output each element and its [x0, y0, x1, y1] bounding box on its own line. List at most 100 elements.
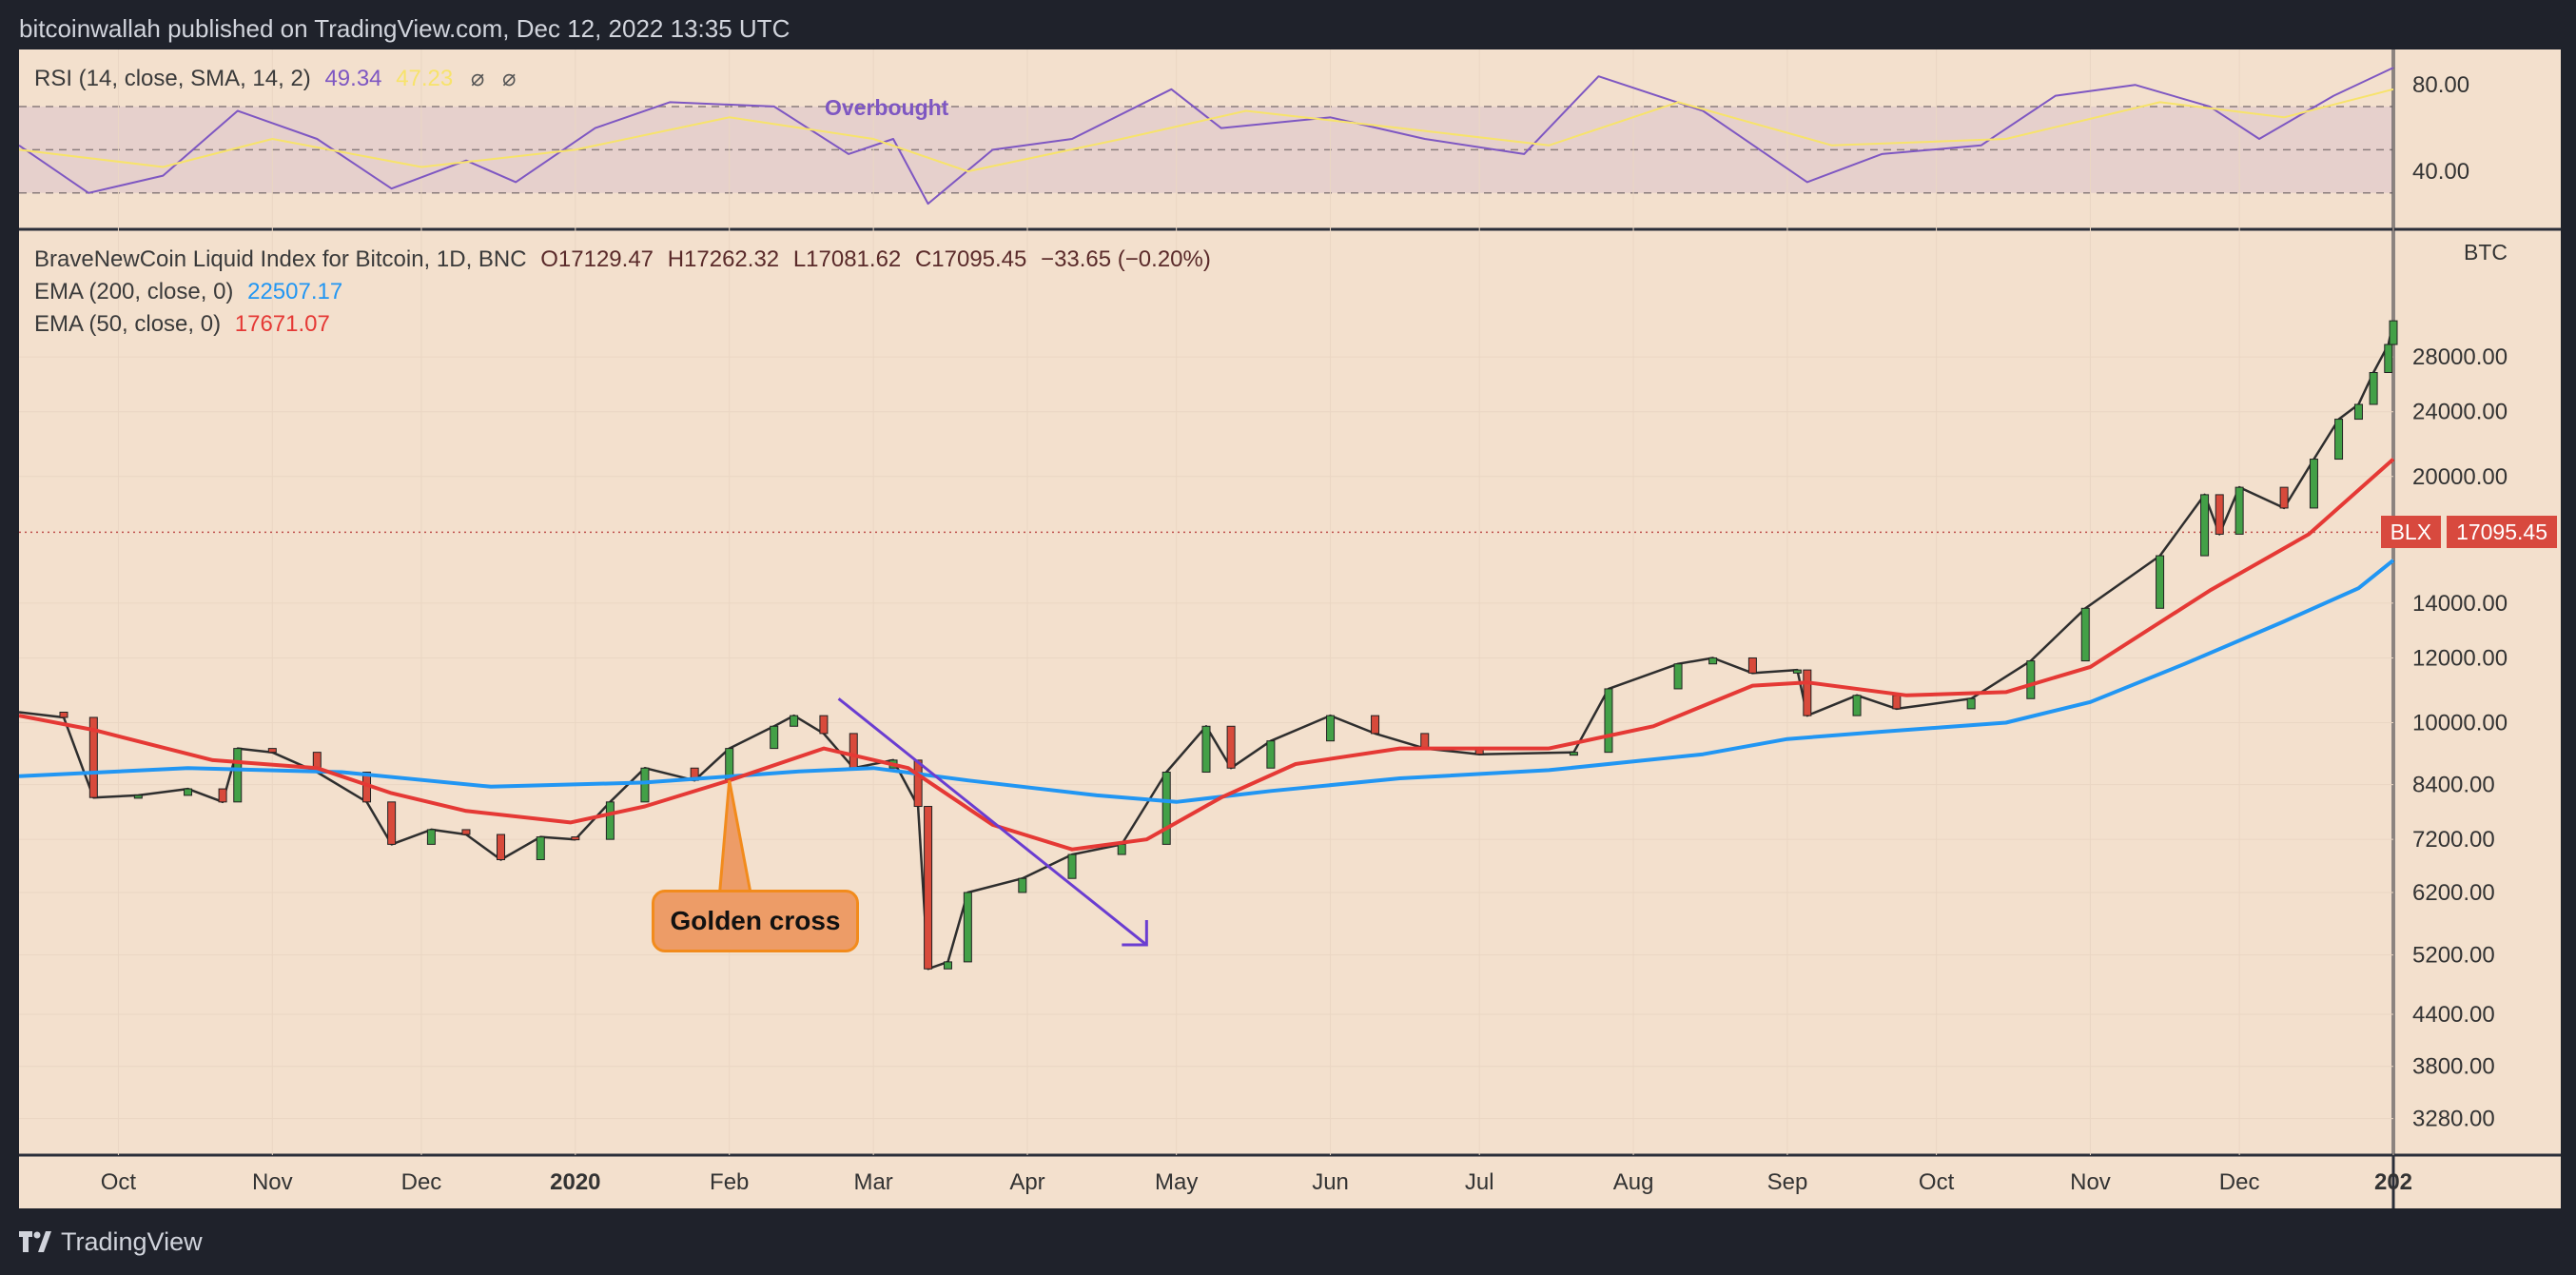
- brand-name: TradingView: [61, 1226, 203, 1256]
- time-tick-label: Dec: [401, 1169, 442, 1195]
- rsi-value: 49.34: [324, 66, 382, 91]
- rsi-tick-label: 40.00: [2412, 159, 2469, 185]
- rsi-sma-value: 47.23: [396, 66, 454, 91]
- rsi-legend: RSI (14, close, SMA, 14, 2) 49.34 47.23 …: [34, 63, 524, 95]
- candle: [218, 788, 227, 803]
- time-tick-label: Nov: [2070, 1169, 2111, 1195]
- price-tick-label: 20000.00: [2412, 464, 2508, 490]
- publisher-caption: bitcoinwallah published on TradingView.c…: [19, 14, 790, 43]
- candle: [426, 829, 436, 845]
- price-tick-label: 10000.00: [2412, 711, 2508, 736]
- price-tick-label: 3800.00: [2412, 1054, 2495, 1080]
- time-tick-label: Oct: [1919, 1169, 1955, 1195]
- ohlc-legend: BraveNewCoin Liquid Index for Bitcoin, 1…: [34, 244, 1219, 276]
- tradingview-brand[interactable]: TradingView: [19, 1223, 203, 1261]
- candle: [1708, 657, 1718, 665]
- candle: [1226, 725, 1236, 769]
- rsi-series-line: [19, 67, 2394, 206]
- candle: [849, 733, 858, 769]
- candle: [640, 767, 650, 803]
- candle: [59, 711, 68, 718]
- candle: [1117, 843, 1126, 855]
- price-tick-label: 3280.00: [2412, 1107, 2495, 1132]
- candle: [1067, 853, 1077, 879]
- trend-arrow-line: [837, 697, 1148, 947]
- candle: [2200, 494, 2210, 557]
- candle: [963, 892, 972, 963]
- candle: [1747, 657, 1757, 674]
- candle: [2309, 459, 2318, 509]
- candle: [2156, 555, 2165, 609]
- price-tag-symbol: BLX: [2380, 516, 2442, 549]
- time-tick-label: May: [1155, 1169, 1198, 1195]
- candle: [1673, 663, 1683, 690]
- candle: [2215, 494, 2224, 535]
- candle: [571, 836, 580, 841]
- candle: [924, 806, 933, 970]
- price-tick-label: 12000.00: [2412, 645, 2508, 671]
- time-tick-label: Jun: [1312, 1169, 1349, 1195]
- rsi-tick-label: 80.00: [2412, 72, 2469, 98]
- candle: [943, 961, 952, 970]
- golden-cross-callout: Golden cross: [652, 890, 859, 952]
- candle: [1371, 715, 1380, 735]
- tradingview-logo-icon: [19, 1231, 51, 1252]
- candle: [2334, 419, 2344, 461]
- candle: [1792, 669, 1802, 674]
- candle: [819, 715, 829, 735]
- ema200-value: 22507.17: [247, 279, 343, 304]
- candle: [2026, 660, 2036, 699]
- candle: [2389, 320, 2398, 345]
- candle: [184, 788, 193, 796]
- time-tick-label: Sep: [1767, 1169, 1808, 1195]
- rsi-null-symbol-b: ⌀: [502, 66, 517, 91]
- candle: [2369, 372, 2378, 405]
- candle: [267, 748, 277, 754]
- candle: [1201, 725, 1211, 774]
- time-tick-label: Feb: [710, 1169, 749, 1195]
- time-tick-label: Aug: [1613, 1169, 1654, 1195]
- trend-arrow-head: [1122, 920, 1148, 947]
- candle: [1892, 695, 1902, 710]
- candle: [1018, 877, 1027, 893]
- price-tick-label: 28000.00: [2412, 344, 2508, 370]
- candle: [2080, 607, 2090, 662]
- candle: [790, 715, 799, 727]
- candle: [2353, 403, 2363, 421]
- candle: [1266, 740, 1276, 769]
- candle: [1326, 715, 1336, 742]
- candle: [497, 834, 506, 861]
- time-tick-label: Nov: [252, 1169, 293, 1195]
- candle: [461, 829, 471, 835]
- candle: [770, 725, 779, 750]
- price-tick-label: 4400.00: [2412, 1002, 2495, 1028]
- open-value: O17129.47: [540, 246, 654, 272]
- candle: [1604, 688, 1613, 754]
- change-value: −33.65 (−0.20%): [1041, 246, 1211, 272]
- high-value: H17262.32: [667, 246, 780, 272]
- time-tick-label: Dec: [2219, 1169, 2260, 1195]
- ema200-legend: EMA (200, close, 0) 22507.17: [34, 276, 350, 308]
- price-series-line: [19, 320, 2395, 971]
- ema200-label: EMA (200, close, 0): [34, 279, 234, 304]
- candle: [2279, 486, 2289, 509]
- price-tick-label: 8400.00: [2412, 773, 2495, 798]
- candle: [536, 836, 545, 861]
- chart-canvas[interactable]: 80.00 40.00 28000.00 24000.00 20000.00 14000.…: [19, 49, 2561, 1208]
- rsi_sma-series-line: [19, 88, 2394, 173]
- series-title: BraveNewCoin Liquid Index for Bitcoin, 1…: [34, 246, 527, 272]
- close-value: C17095.45: [914, 246, 1027, 272]
- candle: [1569, 752, 1578, 756]
- time-tick-label: 2020: [550, 1169, 600, 1195]
- chart-area[interactable]: 80.00 40.00 28000.00 24000.00 20000.00 14000.…: [19, 49, 2561, 1208]
- candle: [1803, 669, 1812, 716]
- candle: [1420, 733, 1430, 750]
- ema50-series-line: [19, 458, 2395, 852]
- candle: [2384, 343, 2393, 374]
- candle: [387, 801, 397, 845]
- candle: [233, 748, 243, 803]
- price-tag-value: 17095.45: [2447, 516, 2557, 549]
- candle: [1161, 772, 1171, 845]
- rsi-title: RSI (14, close, SMA, 14, 2): [34, 66, 311, 91]
- price-tick-label: 7200.00: [2412, 827, 2495, 853]
